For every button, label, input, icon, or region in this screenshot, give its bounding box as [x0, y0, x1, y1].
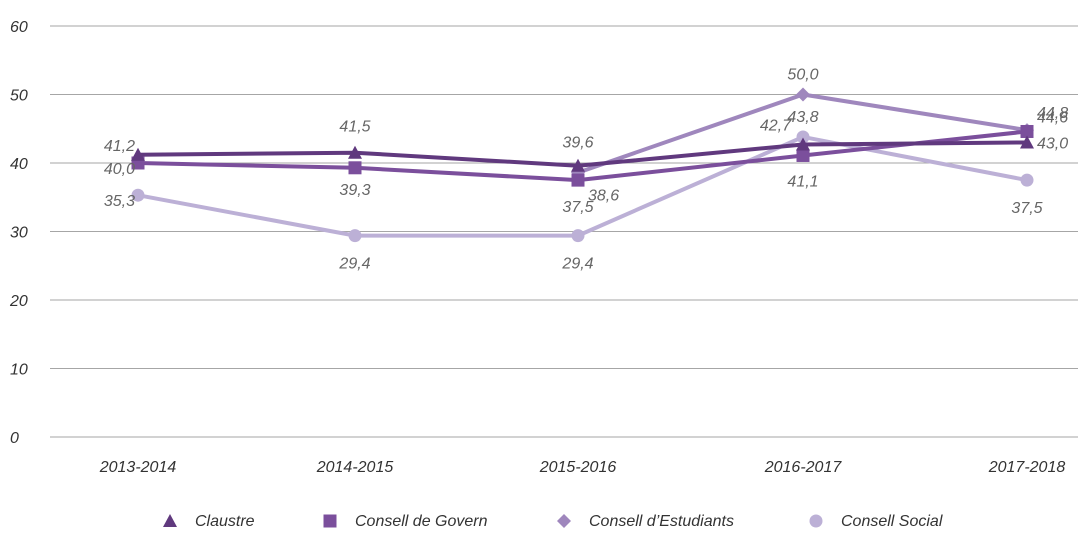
- data-label: 44,8: [1037, 105, 1068, 122]
- data-label: 37,5: [1011, 200, 1042, 217]
- data-point-marker: [1020, 173, 1034, 187]
- data-label: 39,3: [339, 182, 370, 199]
- data-point-marker: [796, 137, 810, 151]
- data-label: 40,0: [104, 161, 135, 178]
- data-label: 43,8: [787, 109, 818, 126]
- y-tick-label: 60: [10, 19, 28, 36]
- series-markers: [131, 87, 1034, 243]
- data-point-marker: [348, 229, 362, 243]
- data-label: 41,1: [787, 173, 818, 190]
- data-point-marker: [796, 87, 810, 102]
- y-tick-label: 40: [10, 156, 28, 173]
- legend-label: Consell de Govern: [355, 513, 488, 530]
- legend-diamond-icon: [557, 514, 571, 528]
- legend-item: Consell Social: [809, 513, 943, 530]
- legend-circle-icon: [809, 514, 823, 528]
- y-tick-label: 10: [10, 362, 28, 379]
- x-axis: 2013-2014 2014-2015 2015-2016 2016-2017 2017…: [99, 459, 1066, 476]
- legend: Claustre Consell de Govern Consell d’Estud…: [163, 513, 943, 530]
- data-point-marker: [571, 173, 585, 187]
- data-label: 42,7: [760, 118, 792, 135]
- data-label: 37,5: [562, 199, 593, 216]
- data-label: 50,0: [787, 67, 818, 84]
- data-point-marker: [131, 188, 145, 202]
- legend-item: Claustre: [163, 513, 255, 530]
- data-point-marker: [1020, 124, 1034, 138]
- x-tick-label: 2015-2016: [539, 459, 617, 476]
- data-label: 41,5: [339, 119, 370, 136]
- x-tick-label: 2013-2014: [99, 459, 177, 476]
- data-point-marker: [796, 130, 810, 144]
- data-point-marker: [131, 147, 145, 161]
- legend-item: Consell de Govern: [323, 513, 488, 530]
- data-label: 39,6: [562, 135, 593, 152]
- y-tick-label: 30: [10, 225, 28, 242]
- legend-label: Consell Social: [841, 513, 943, 530]
- x-tick-label: 2016-2017: [764, 459, 843, 476]
- legend-label: Consell d’Estudiants: [589, 513, 734, 530]
- y-axis: 0 10 20 30 40 50 60: [9, 19, 28, 447]
- legend-label: Claustre: [195, 513, 255, 530]
- x-tick-label: 2014-2015: [316, 459, 394, 476]
- legend-square-icon: [323, 514, 337, 528]
- x-tick-label: 2017-2018: [988, 459, 1066, 476]
- legend-triangle-icon: [163, 514, 177, 527]
- data-point-marker: [1020, 135, 1034, 149]
- data-point-marker: [348, 161, 362, 175]
- data-label: 44,6: [1037, 109, 1068, 126]
- data-labels: 41,2 41,5 39,6 42,7 43,0 40,0 39,3 37,5 41,1 44,6…: [104, 67, 1068, 273]
- data-point-marker: [571, 229, 585, 243]
- data-point-marker: [348, 145, 362, 159]
- data-point-marker: [796, 148, 810, 162]
- y-tick-label: 0: [10, 430, 19, 447]
- data-label: 35,3: [104, 193, 135, 210]
- data-label: 29,4: [561, 256, 593, 273]
- gridlines: [50, 25, 1078, 438]
- data-point-marker: [571, 158, 585, 172]
- legend-item: Consell d’Estudiants: [557, 513, 734, 530]
- data-label: 29,4: [338, 256, 370, 273]
- y-tick-label: 20: [9, 293, 28, 310]
- data-label: 43,0: [1037, 135, 1068, 152]
- data-label: 38,6: [588, 188, 619, 205]
- data-label: 41,2: [104, 138, 135, 155]
- y-tick-label: 50: [10, 88, 28, 105]
